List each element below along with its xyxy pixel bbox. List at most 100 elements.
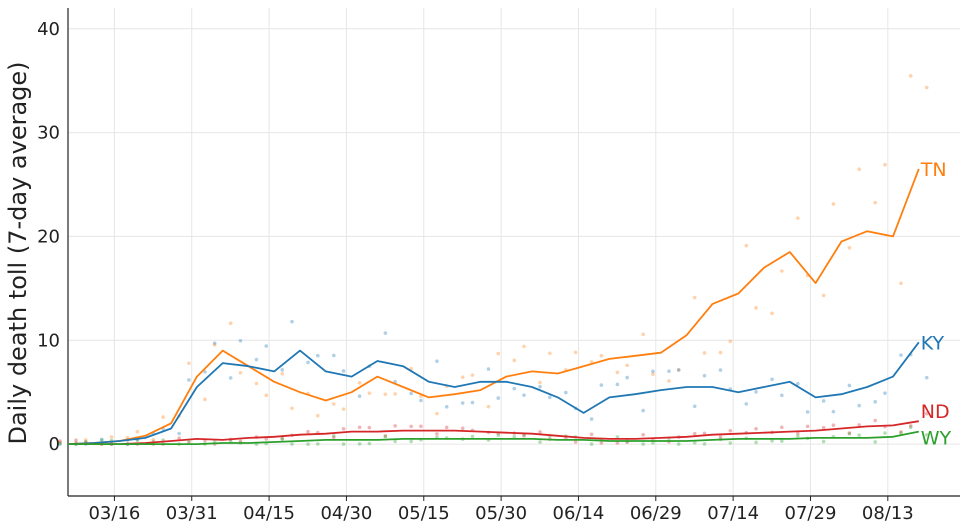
daily-dot-wy <box>383 434 388 439</box>
series-label-ky: KY <box>921 332 945 354</box>
daily-dot-nd <box>280 437 285 441</box>
daily-dot-tn <box>847 245 852 250</box>
daily-dot-wy <box>367 441 372 446</box>
daily-dot-wy <box>470 434 475 439</box>
daily-dot-wy <box>924 432 929 437</box>
daily-dot-wy <box>754 440 758 445</box>
daily-dot-wy <box>357 442 362 446</box>
daily-dot-wy <box>393 439 397 444</box>
x-tick-label: 04/30 <box>320 503 372 524</box>
daily-dot-nd <box>177 436 181 441</box>
daily-dot-tn <box>728 339 733 344</box>
daily-dot-tn <box>651 372 655 377</box>
daily-dot-tn <box>883 162 887 167</box>
daily-dot-nd <box>435 432 439 436</box>
x-tick-label: 03/16 <box>88 503 140 524</box>
daily-dot-nd <box>409 424 413 429</box>
daily-dot-ky <box>99 437 104 442</box>
daily-dot-tn <box>280 371 285 376</box>
daily-dot-nd <box>821 425 826 430</box>
daily-dot-nd <box>796 431 800 435</box>
daily-dot-tn <box>83 438 88 442</box>
daily-dot-ky <box>615 382 620 387</box>
daily-dot-ky <box>486 367 491 371</box>
daily-dot-wy <box>702 442 707 446</box>
daily-dot-nd <box>341 426 346 431</box>
daily-dot-ky <box>280 368 285 372</box>
daily-dot-ky <box>780 393 784 398</box>
daily-dot-ky <box>357 394 362 399</box>
daily-dot-wy <box>780 439 784 443</box>
daily-dot-wy <box>676 442 681 446</box>
daily-dot-nd <box>332 435 336 440</box>
daily-dot-tn <box>512 358 517 363</box>
daily-dot-wy <box>821 439 826 444</box>
daily-dot-ky <box>548 395 552 400</box>
daily-dot-tn <box>692 295 697 300</box>
daily-dot-tn <box>770 311 774 316</box>
daily-dot-nd <box>357 425 362 430</box>
y-axis-title: Daily death toll (7-day average) <box>4 61 32 444</box>
x-tick-label: 07/14 <box>707 503 759 524</box>
daily-dot-wy <box>332 433 336 438</box>
daily-dot-tn <box>316 413 320 418</box>
daily-dot-nd <box>599 441 604 445</box>
daily-dot-ky <box>522 393 526 397</box>
daily-dot-tn <box>796 216 800 220</box>
daily-dot-nd <box>831 423 836 427</box>
daily-dot-wy <box>58 441 62 446</box>
series-labels: TN KY ND WY <box>920 159 952 450</box>
daily-dot-ky <box>306 360 310 365</box>
daily-dot-ky <box>883 391 887 395</box>
daily-dot-tn <box>357 381 362 385</box>
daily-dot-tn <box>857 167 861 172</box>
daily-dot-nd <box>805 424 810 429</box>
daily-dot-ky <box>718 368 723 372</box>
daily-dot-wy <box>796 434 800 438</box>
daily-dot-nd <box>899 430 903 434</box>
daily-dot-ky <box>754 390 758 394</box>
daily-dot-nd <box>615 441 620 445</box>
y-tick-label: 30 <box>37 123 60 144</box>
daily-dot-wy <box>873 440 877 444</box>
daily-dot-ky <box>847 383 852 388</box>
daily-dot-tn <box>238 371 243 375</box>
daily-dot-ky <box>538 384 542 389</box>
daily-dot-ky <box>744 402 749 406</box>
x-tick-label: 04/15 <box>243 503 295 524</box>
daily-dot-nd <box>58 439 62 443</box>
daily-dot-tn <box>924 85 929 90</box>
daily-dot-nd <box>264 437 269 441</box>
series-line-wy <box>68 430 919 445</box>
daily-dot-wy <box>615 435 620 439</box>
daily-dot-ky <box>238 338 243 343</box>
daily-dot-tn <box>496 351 501 356</box>
daily-dot-ky <box>805 410 810 414</box>
daily-dot-ky <box>770 377 774 382</box>
daily-dot-nd <box>573 440 578 444</box>
daily-dot-tn <box>744 243 749 248</box>
daily-dot-ky <box>589 417 594 421</box>
daily-dot-nd <box>718 435 723 439</box>
daily-dot-ky <box>316 353 320 358</box>
daily-dot-ky <box>228 376 233 380</box>
daily-dot-ky <box>187 378 191 382</box>
daily-dot-nd <box>728 428 733 433</box>
daily-dot-ky <box>512 386 517 391</box>
daily-dot-nd <box>393 424 397 428</box>
daily-dot-wy <box>728 441 733 445</box>
daily-dot-wy <box>409 439 413 444</box>
daily-dot-ky <box>383 331 388 335</box>
daily-dot-tn <box>187 361 191 366</box>
x-tick-label: 07/29 <box>785 503 837 524</box>
daily-dot-ky <box>254 357 259 362</box>
daily-dot-nd <box>857 423 861 427</box>
daily-dot-ky <box>496 396 501 400</box>
y-tick-label: 40 <box>37 19 60 40</box>
daily-dot-nd <box>754 426 758 431</box>
daily-dot-tn <box>341 407 346 411</box>
series-label-wy: WY <box>921 428 952 450</box>
daily-dot-ky <box>599 383 604 387</box>
series-label-nd: ND <box>921 401 950 423</box>
